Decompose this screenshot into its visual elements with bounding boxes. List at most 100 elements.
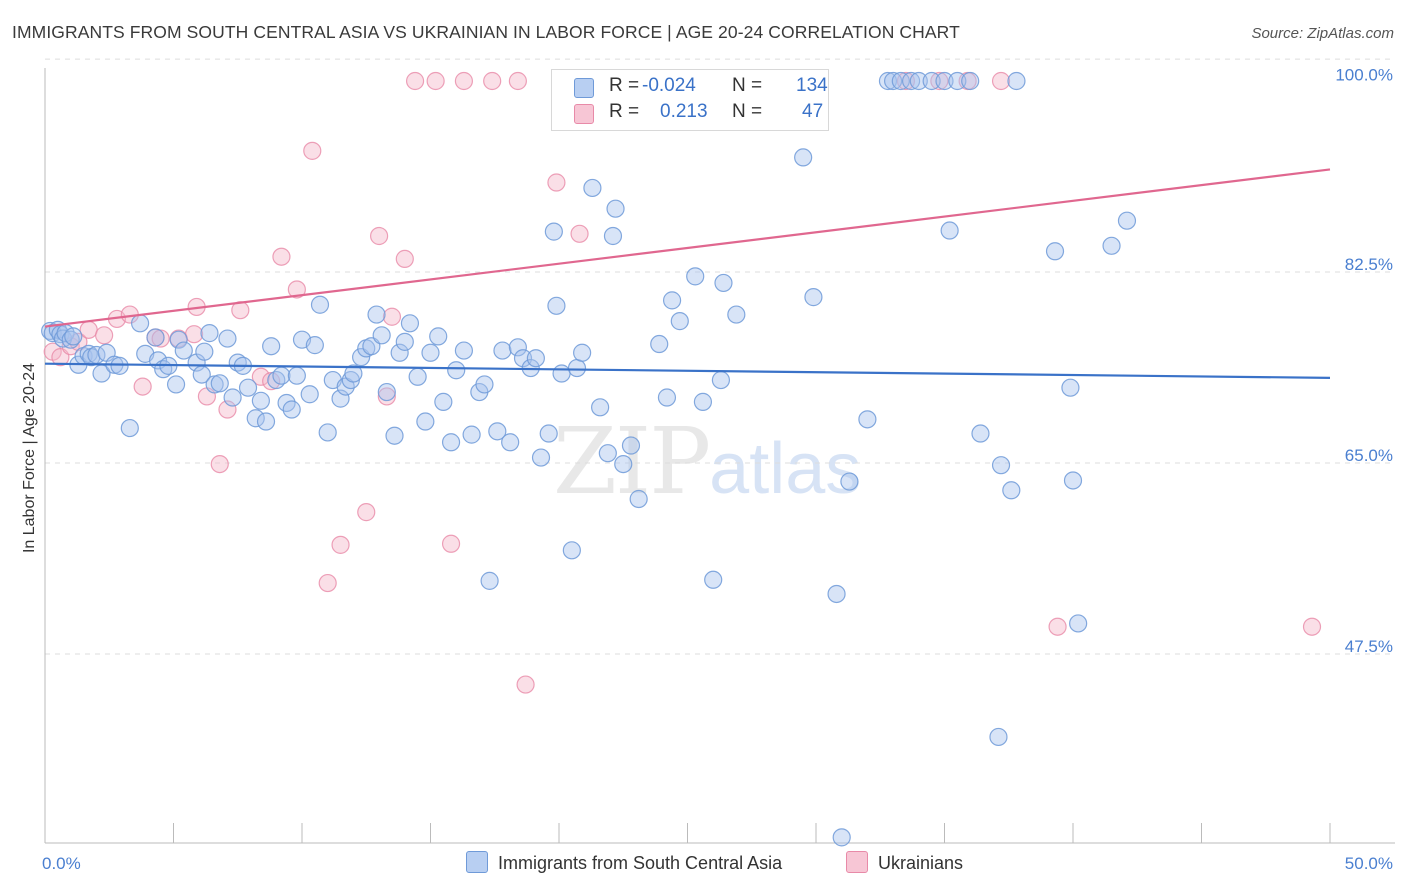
south-central-asia-point	[714, 273, 733, 293]
legend-swatch-pink	[574, 104, 594, 124]
ukrainians-point	[426, 71, 445, 91]
south-central-asia-point	[940, 221, 959, 240]
y-axis-label: In Labor Force | Age 20-24	[21, 363, 38, 553]
ukrainians-point	[79, 320, 98, 339]
south-central-asia-point	[238, 378, 258, 397]
south-central-asia-point	[727, 305, 746, 324]
ukrainians-point	[516, 675, 535, 694]
south-central-asia-point	[385, 426, 404, 445]
south-central-asia-point	[544, 222, 563, 241]
south-central-asia-point	[1063, 471, 1083, 490]
legend-r-value: 0.213	[660, 101, 708, 122]
south-central-asia-point	[606, 199, 625, 218]
south-central-asia-point	[282, 400, 301, 419]
south-central-asia-point	[1102, 236, 1121, 255]
south-central-asia-point	[991, 456, 1011, 475]
ukrainians-point	[95, 326, 114, 345]
legend-r-label: R =	[609, 101, 640, 122]
south-central-asia-point	[948, 71, 967, 91]
ukrainians-point	[210, 454, 229, 474]
ukrainians-point	[1302, 617, 1322, 636]
south-central-asia-point	[130, 314, 150, 333]
south-central-asia-point	[513, 349, 533, 368]
south-central-asia-point	[272, 366, 291, 385]
south-central-asia-point	[1002, 481, 1021, 500]
south-central-asia-point	[501, 433, 520, 452]
south-central-asia-point	[832, 828, 851, 847]
south-central-asia-point	[300, 385, 319, 404]
tick-labels: 47.5% 65.0% 82.5% 100.0% 0.0% 50.0%	[42, 66, 1393, 873]
ukrainians-point	[570, 224, 589, 243]
south-central-asia-point	[120, 418, 139, 438]
bottom-legend-swatch-pink	[846, 851, 868, 873]
south-central-asia-point	[603, 226, 623, 246]
south-central-asia-point	[508, 338, 527, 357]
south-central-asia-point	[961, 71, 980, 91]
watermark-zip: ZIP	[553, 408, 711, 515]
ukrainians-point	[483, 71, 502, 91]
ukrainians-point	[303, 141, 322, 160]
south-central-asia-point	[64, 327, 83, 346]
south-central-asia-point	[310, 295, 330, 314]
south-central-asia-point	[256, 412, 276, 431]
trend-lines	[44, 168, 1331, 379]
south-central-asia-point	[1069, 614, 1088, 633]
south-central-asia-point	[395, 332, 414, 351]
south-central-asia-point	[218, 329, 237, 348]
south-central-asia-point	[493, 341, 512, 360]
south-central-asia-point	[567, 358, 587, 378]
chart-title: IMMIGRANTS FROM SOUTH CENTRAL ASIA VS UK…	[12, 22, 960, 42]
legend-n-value: 47	[802, 101, 824, 122]
south-central-asia-point	[251, 391, 270, 410]
south-central-asia-point	[408, 367, 427, 386]
ukrainians-point	[184, 325, 204, 344]
south-central-asia-point	[1045, 242, 1065, 261]
south-central-asia-point	[583, 178, 602, 198]
ukrainians-point	[896, 71, 916, 91]
south-central-asia-point	[447, 361, 466, 380]
south-central-asia-point	[704, 570, 723, 589]
legend-swatch-blue	[574, 78, 594, 98]
south-central-asia-point	[552, 364, 571, 383]
south-central-asia-point	[475, 375, 494, 394]
south-central-asia-point	[858, 410, 877, 429]
ukrainians-point	[318, 573, 337, 593]
south-central-asia-point	[621, 436, 641, 455]
bottom-legend-label-pink: Ukrainians	[878, 853, 964, 873]
ukrainians-point	[930, 71, 949, 91]
bottom-legend-label-blue: Immigrants from South Central Asia	[498, 853, 783, 873]
ukrainians-point	[133, 377, 152, 396]
south-central-asia-point	[287, 366, 306, 385]
south-central-asia-point	[922, 71, 941, 91]
south-central-asia-point	[367, 305, 386, 324]
ukrainians-point	[382, 307, 402, 326]
south-central-asia-point	[377, 382, 396, 402]
y-tick-label: 65.0%	[1345, 446, 1393, 465]
south-central-asia-point	[344, 364, 363, 383]
south-central-asia-point	[223, 388, 242, 407]
ukrainians-point	[441, 534, 461, 553]
south-central-asia-point	[662, 291, 682, 310]
south-central-asia-point	[670, 312, 689, 331]
south-central-asia-point	[210, 374, 229, 393]
south-central-asia-point	[110, 356, 129, 375]
south-central-asia-point	[909, 71, 928, 91]
ukrainians-point	[991, 71, 1011, 91]
south-central-asia-point	[400, 314, 420, 333]
legend-r-label: R =	[609, 75, 640, 96]
watermark: ZIPatlas	[553, 408, 861, 515]
y-tick-label: 47.5%	[1345, 637, 1393, 656]
south-central-asia-point	[693, 392, 713, 411]
south-central-asia-point	[686, 267, 705, 286]
south-central-asia-point	[1117, 211, 1137, 230]
ukrainians-point	[357, 503, 376, 522]
south-central-asia-point	[883, 71, 903, 91]
south-central-asia-point	[657, 388, 677, 407]
legend-n-label: N =	[732, 101, 763, 122]
bottom-legend-swatch-blue	[466, 851, 488, 873]
ukrainians-point	[508, 71, 527, 91]
south-central-asia-point	[650, 334, 669, 354]
y-tick-label: 100.0%	[1335, 66, 1393, 85]
south-central-asia-point	[174, 341, 193, 360]
south-central-asia-point	[539, 424, 558, 443]
